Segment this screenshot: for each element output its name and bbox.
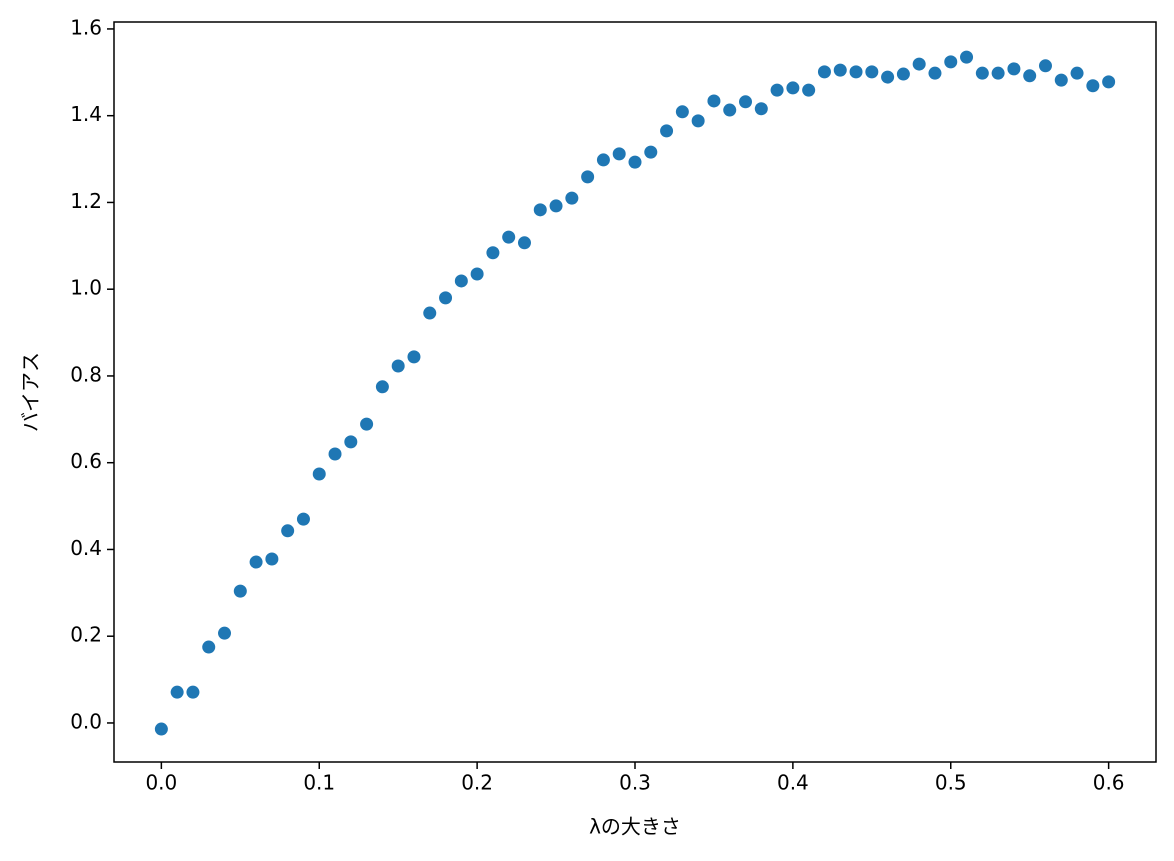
- point: [817, 65, 831, 79]
- point: [833, 63, 847, 77]
- x-axis-label: λの大きさ: [589, 815, 681, 839]
- point: [912, 57, 926, 71]
- point: [1086, 79, 1100, 93]
- point: [265, 552, 279, 566]
- point: [1070, 66, 1084, 80]
- point: [786, 81, 800, 95]
- point: [881, 70, 895, 84]
- point: [754, 102, 768, 116]
- y-tick-label: 0.2: [70, 623, 102, 647]
- y-tick-label: 1.2: [70, 189, 102, 213]
- point: [549, 199, 563, 213]
- y-tick-label: 0.0: [70, 709, 102, 733]
- point: [533, 203, 547, 217]
- x-tick-label: 0.1: [303, 771, 335, 795]
- x-tick-label: 0.3: [619, 771, 651, 795]
- point: [470, 267, 484, 281]
- point: [407, 350, 421, 364]
- point: [596, 153, 610, 167]
- y-tick-label: 1.0: [70, 276, 102, 300]
- plot-frame: [113, 21, 1157, 763]
- point: [296, 512, 310, 526]
- x-tick-label: 0.2: [461, 771, 493, 795]
- point: [944, 55, 958, 69]
- point: [770, 83, 784, 97]
- y-tick-label: 0.4: [70, 536, 102, 560]
- point: [849, 65, 863, 79]
- x-tick-label: 0.6: [1093, 771, 1125, 795]
- point: [991, 66, 1005, 80]
- y-tick-label: 0.6: [70, 449, 102, 473]
- point: [644, 145, 658, 159]
- point: [565, 191, 579, 205]
- point: [1007, 62, 1021, 76]
- point: [186, 685, 200, 699]
- point: [281, 524, 295, 538]
- point: [675, 105, 689, 119]
- point: [707, 94, 721, 108]
- point: [739, 95, 753, 109]
- point: [328, 447, 342, 461]
- point: [218, 626, 232, 640]
- point: [517, 236, 531, 250]
- point: [439, 291, 453, 305]
- point: [865, 65, 879, 79]
- x-tick-label: 0.5: [935, 771, 967, 795]
- x-tick-label: 0.4: [777, 771, 809, 795]
- point: [502, 230, 516, 244]
- point: [723, 103, 737, 117]
- point: [928, 66, 942, 80]
- point: [1038, 59, 1052, 73]
- point: [233, 584, 247, 598]
- point: [454, 274, 468, 288]
- y-tick-label: 1.4: [70, 102, 102, 126]
- point: [154, 722, 168, 736]
- point: [170, 685, 184, 699]
- point: [1054, 73, 1068, 87]
- point: [612, 147, 626, 161]
- y-axis-label: バイアス: [19, 352, 43, 432]
- point: [486, 246, 500, 260]
- point: [344, 435, 358, 449]
- point: [391, 359, 405, 373]
- point: [581, 170, 595, 184]
- point: [375, 380, 389, 394]
- y-tick-label: 0.8: [70, 362, 102, 386]
- point: [975, 66, 989, 80]
- y-tick-label: 1.6: [70, 15, 102, 39]
- point: [691, 114, 705, 128]
- point: [312, 467, 326, 481]
- point: [1102, 75, 1116, 89]
- point: [628, 155, 642, 169]
- x-tick-label: 0.0: [145, 771, 177, 795]
- point: [423, 306, 437, 320]
- point: [960, 50, 974, 64]
- point: [202, 640, 216, 654]
- point: [360, 417, 374, 431]
- point: [660, 124, 674, 138]
- point: [802, 83, 816, 97]
- point: [896, 67, 910, 81]
- point: [249, 555, 263, 569]
- point: [1023, 69, 1037, 83]
